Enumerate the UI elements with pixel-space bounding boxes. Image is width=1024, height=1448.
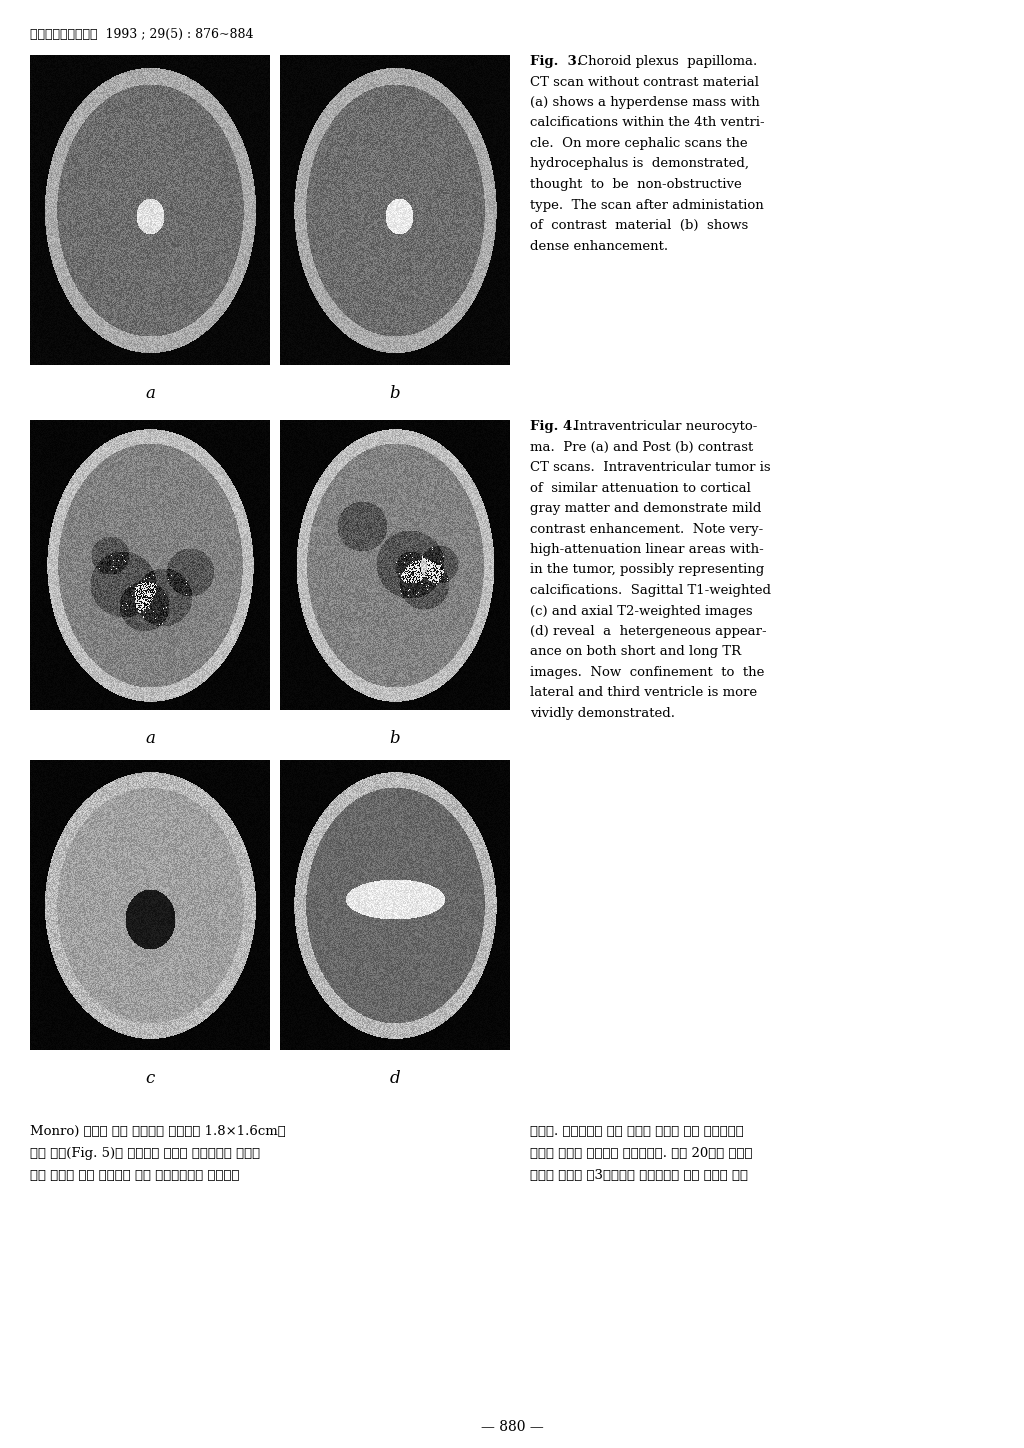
Bar: [280, 420, 510, 710]
Text: — 880 —: — 880 —: [480, 1420, 544, 1434]
Text: Intraventricular neurocyto-: Intraventricular neurocyto-: [574, 420, 758, 433]
Text: calcifications within the 4th ventri-: calcifications within the 4th ventri-: [530, 116, 765, 129]
Text: ance on both short and long TR: ance on both short and long TR: [530, 646, 741, 659]
Text: a: a: [145, 730, 155, 747]
Text: Fig. 4.: Fig. 4.: [530, 420, 582, 433]
Text: (d) reveal  a  hetergeneous appear-: (d) reveal a hetergeneous appear-: [530, 626, 767, 639]
Text: ma.  Pre (a) and Post (b) contrast: ma. Pre (a) and Post (b) contrast: [530, 440, 754, 453]
Text: contrast enhancement.  Note very-: contrast enhancement. Note very-: [530, 523, 763, 536]
Text: 있었다. 조영증강후 왼쪽 후면을 따라서 환상 조영증강을: 있었다. 조영증강후 왼쪽 후면을 따라서 환상 조영증강을: [530, 1125, 743, 1138]
Text: 대한방사선의학회지  1993 ; 29(5) : 876~884: 대한방사선의학회지 1993 ; 29(5) : 876~884: [30, 28, 254, 41]
Text: Fig.  3.: Fig. 3.: [530, 55, 586, 68]
Text: 좌측 뇌실이 우측 뇌실보다 크게 비대칭적으로 확장되어: 좌측 뇌실이 우측 뇌실보다 크게 비대칭적으로 확장되어: [30, 1169, 240, 1182]
Bar: [280, 760, 510, 1050]
Text: Choroid plexus  papilloma.: Choroid plexus papilloma.: [578, 55, 758, 68]
Text: dense enhancement.: dense enhancement.: [530, 239, 668, 252]
Text: type.  The scan after administation: type. The scan after administation: [530, 198, 764, 211]
Text: 둥근 종괴(Fig. 5)가 있었는데 폐쇄적 뇌수종으로 인하여: 둥근 종괴(Fig. 5)가 있었는데 폐쇄적 뇌수종으로 인하여: [30, 1147, 260, 1160]
Text: b: b: [390, 385, 400, 403]
Text: CT scan without contrast material: CT scan without contrast material: [530, 75, 759, 88]
Text: cle.  On more cephalic scans the: cle. On more cephalic scans the: [530, 138, 748, 151]
Bar: [30, 420, 270, 710]
Text: of  contrast  material  (b)  shows: of contrast material (b) shows: [530, 219, 749, 232]
Text: d: d: [390, 1070, 400, 1087]
Bar: [30, 55, 270, 365]
Bar: [30, 760, 270, 1050]
Text: (a) shows a hyperdense mass with: (a) shows a hyperdense mass with: [530, 96, 760, 109]
Text: lateral and third ventricle is more: lateral and third ventricle is more: [530, 686, 757, 699]
Text: thought  to  be  non-obstructive: thought to be non-obstructive: [530, 178, 741, 191]
Text: Monro) 주위에 주변 뇌실질과 등밀도인 1.8×1.6cm의: Monro) 주위에 주변 뇌실질과 등밀도인 1.8×1.6cm의: [30, 1125, 286, 1138]
Text: calcifications.  Sagittal T1-weighted: calcifications. Sagittal T1-weighted: [530, 584, 771, 597]
Text: a: a: [145, 385, 155, 403]
Text: 보여준 교질성 낭종으로 판명되었다. 또한 20세의 남자가: 보여준 교질성 낭종으로 판명되었다. 또한 20세의 남자가: [530, 1147, 753, 1160]
Bar: [280, 55, 510, 365]
Text: of  similar attenuation to cortical: of similar attenuation to cortical: [530, 482, 751, 495]
Text: c: c: [145, 1070, 155, 1087]
Text: high-attenuation linear areas with-: high-attenuation linear areas with-: [530, 543, 764, 556]
Text: (c) and axial T2-weighted images: (c) and axial T2-weighted images: [530, 604, 753, 617]
Text: in the tumor, possibly representing: in the tumor, possibly representing: [530, 563, 764, 576]
Text: hydrocephalus is  demonstrated,: hydrocephalus is demonstrated,: [530, 158, 749, 171]
Text: images.  Now  confinement  to  the: images. Now confinement to the: [530, 666, 764, 679]
Text: vividly demonstrated.: vividly demonstrated.: [530, 707, 675, 720]
Text: CT scans.  Intraventricular tumor is: CT scans. Intraventricular tumor is: [530, 460, 771, 473]
Text: gray matter and demonstrate mild: gray matter and demonstrate mild: [530, 502, 762, 515]
Text: 면로공 근처의 제3뇌실에서 뇌척수액과 같은 밀도를 나타: 면로공 근처의 제3뇌실에서 뇌척수액과 같은 밀도를 나타: [530, 1169, 748, 1182]
Text: b: b: [390, 730, 400, 747]
